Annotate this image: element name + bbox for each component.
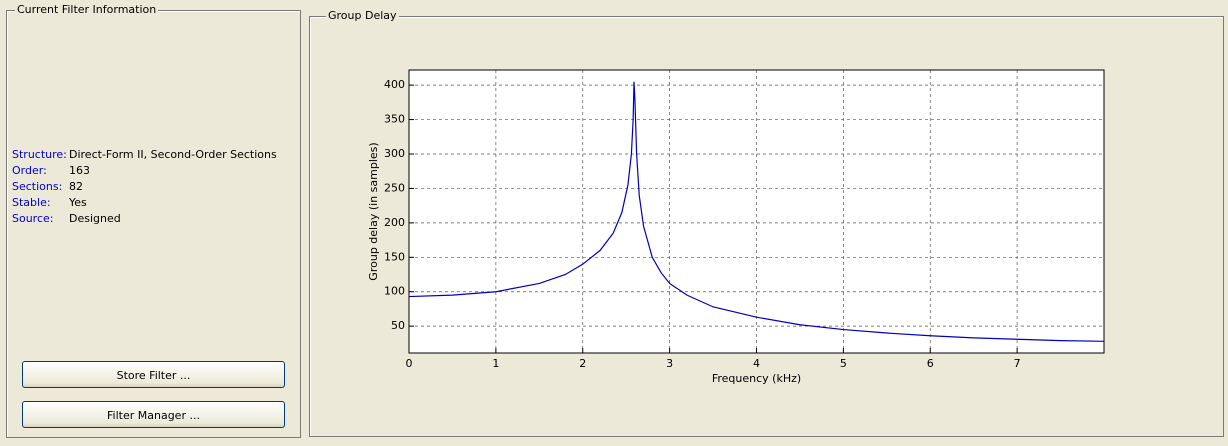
field-label: Order: bbox=[12, 164, 47, 177]
y-tick-label: 300 bbox=[384, 147, 405, 160]
group-delay-panel: Group Delay bbox=[309, 9, 1224, 437]
field-label: Stable: bbox=[12, 196, 51, 209]
panel-title: Current Filter Information bbox=[15, 3, 159, 17]
y-tick-label: 250 bbox=[384, 181, 405, 194]
field-value: 82 bbox=[69, 180, 83, 193]
y-tick-label: 100 bbox=[384, 285, 405, 298]
y-tick-label: 350 bbox=[384, 113, 405, 126]
x-tick-label: 4 bbox=[753, 357, 760, 370]
axes-box bbox=[408, 69, 1105, 354]
x-tick-label: 3 bbox=[666, 357, 673, 370]
x-tick-label: 6 bbox=[927, 357, 934, 370]
field-value: 163 bbox=[69, 164, 90, 177]
info-field: Sections: 82 bbox=[12, 179, 83, 195]
info-field: Structure: Direct-Form II, Second-Order S… bbox=[12, 147, 277, 163]
filter-info-panel: Current Filter Information Structure: Dir… bbox=[6, 3, 301, 438]
info-field: Stable: Yes bbox=[12, 195, 87, 211]
filter-manager-button[interactable]: Filter Manager ... bbox=[22, 401, 285, 428]
info-field: Order: 163 bbox=[12, 163, 90, 179]
x-tick-label: 2 bbox=[579, 357, 586, 370]
field-label: Structure: bbox=[12, 148, 67, 161]
x-tick-label: 0 bbox=[406, 357, 413, 370]
field-value: Yes bbox=[69, 196, 87, 209]
info-field: Source: Designed bbox=[12, 211, 121, 227]
field-value: Designed bbox=[69, 212, 121, 225]
field-value: Direct-Form II, Second-Order Sections bbox=[69, 148, 277, 161]
x-tick-label: 7 bbox=[1014, 357, 1021, 370]
x-axis-label: Frequency (kHz) bbox=[712, 372, 801, 385]
x-tick-label: 5 bbox=[840, 357, 847, 370]
y-tick-label: 200 bbox=[384, 216, 405, 229]
x-tick-label: 1 bbox=[492, 357, 499, 370]
data-line bbox=[408, 81, 1105, 342]
y-tick-label: 400 bbox=[384, 78, 405, 91]
y-tick-label: 50 bbox=[391, 319, 405, 332]
y-tick-label: 150 bbox=[384, 250, 405, 263]
panel-title: Group Delay bbox=[326, 9, 399, 23]
store-filter-button[interactable]: Store Filter ... bbox=[22, 361, 285, 388]
field-label: Source: bbox=[12, 212, 54, 225]
field-label: Sections: bbox=[12, 180, 63, 193]
y-axis-label: Group delay (in samples) bbox=[367, 142, 380, 280]
